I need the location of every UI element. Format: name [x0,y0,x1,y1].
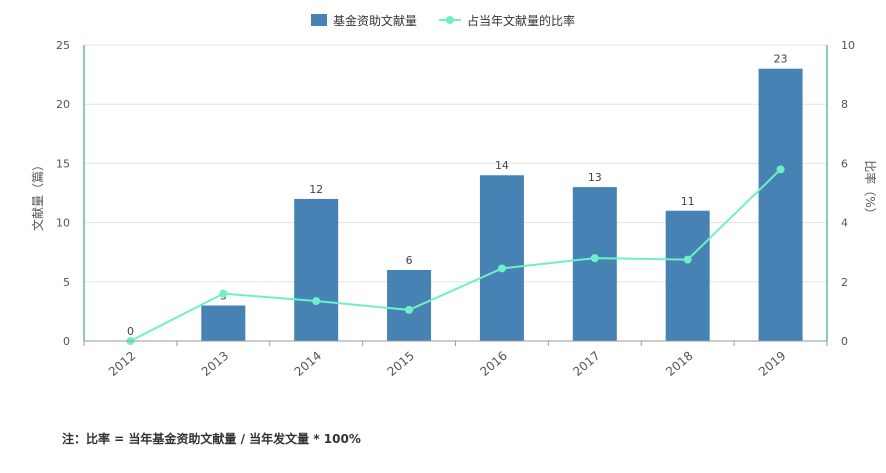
bar-value-label: 14 [495,159,509,172]
bar [294,198,339,341]
left-axis-label: 文献量（篇） [30,159,45,231]
bar-value-label: 0 [127,325,134,338]
left-tick-label: 5 [63,276,70,289]
right-axis-label: 比率（%） [863,160,878,219]
left-tick-label: 15 [56,157,70,170]
x-axis-ticks: 2012 2013 2014 2015 2016 2017 2018 2019 [106,349,789,379]
x-tick-label: 2018 [663,349,695,379]
x-tick-label: 2016 [477,349,509,379]
bar [572,187,617,341]
legend: 基金资助文献量 占当年文献量的比率 [0,10,886,30]
x-tick-label: 2013 [199,349,231,379]
ratio-point [590,254,599,263]
ratio-point [312,297,321,306]
bar-value-label: 12 [309,183,323,196]
legend-line-label: 占当年文献量的比率 [467,13,576,28]
bar-value-label: 6 [406,254,413,267]
ratio-point [497,264,506,273]
legend-line-swatch [439,14,461,26]
ratio-point [219,289,228,298]
axes [83,45,828,346]
x-tick-label: 2014 [292,349,324,379]
footnote: 注：比率 = 当年基金资助文献量 / 当年发文量 * 100% [62,432,361,446]
ratio-point [683,255,692,264]
left-tick-label: 20 [56,98,70,111]
right-tick-label: 10 [841,39,855,52]
gridlines [84,44,827,283]
legend-bar-label: 基金资助文献量 [332,13,417,28]
bar [201,305,246,341]
bar [479,175,524,341]
right-tick-label: 8 [841,98,848,111]
bar-series [201,68,803,342]
bar-value-label: 11 [681,195,695,208]
ratio-point [405,305,414,314]
ratio-point [776,165,785,174]
right-tick-label: 4 [841,217,848,230]
right-tick-label: 0 [841,335,848,348]
right-axis-ticks: 0 2 4 6 8 10 [841,39,855,348]
right-tick-label: 6 [841,157,848,170]
x-tick-label: 2017 [570,349,602,379]
legend-item-line[interactable]: 占当年文献量的比率 [439,12,575,29]
left-tick-label: 25 [56,39,70,52]
bar [387,269,432,341]
x-tick-label: 2019 [756,349,788,379]
left-tick-label: 0 [63,335,70,348]
bar [665,210,710,341]
left-tick-label: 10 [56,217,70,230]
right-tick-label: 2 [841,276,848,289]
x-tick-label: 2012 [106,349,138,379]
bar-value-label: 13 [588,171,602,184]
bar-value-label: 23 [774,53,788,66]
legend-bar-swatch [310,14,327,26]
x-tick-label: 2015 [385,349,417,379]
legend-item-bar[interactable]: 基金资助文献量 [310,12,417,29]
ratio-line [129,168,782,342]
line-series [126,165,785,345]
left-axis-ticks: 0 5 10 15 20 25 [56,39,70,348]
bar [758,68,803,342]
